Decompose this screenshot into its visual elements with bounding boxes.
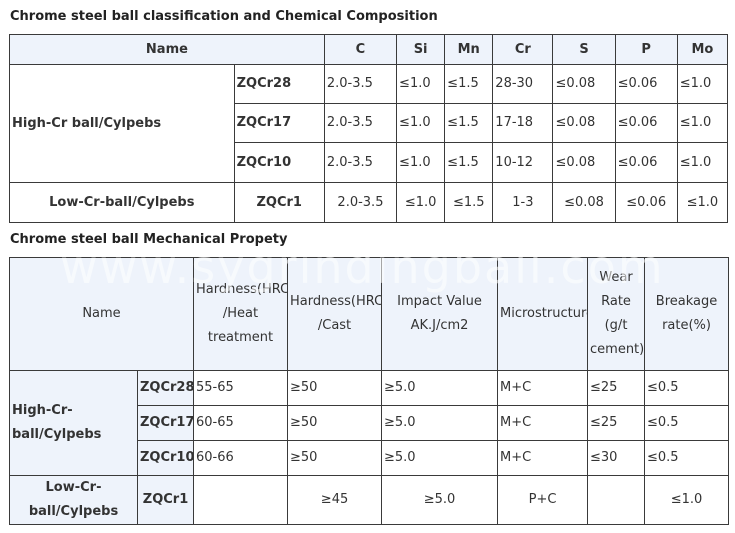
grade-cell: ZQCr1 [136,475,195,525]
table-row: ZQCr17 2.0-3.5 ≤1.0 ≤1.5 17-18 ≤0.08 ≤0.… [10,103,729,143]
value-cell: ≤25 [587,370,646,406]
value-cell [587,475,646,525]
header-name: Name [9,34,325,65]
value-cell: ≥5.0 [381,475,499,525]
value-cell: ≤1.0 [396,64,446,104]
value-cell: ≤0.06 [614,182,678,223]
value-cell: ≤0.5 [644,440,730,476]
value-cell: 10-12 [492,142,554,183]
value-cell: ≤0.06 [614,103,678,143]
group-low-cr: Low-Cr-ball/Cylpebs [9,475,138,525]
group-high-cr: High-Cr-ball/Cylpebs [9,370,138,476]
value-cell: 2.0-3.5 [323,103,398,143]
value-cell: 55-65 [193,370,289,406]
grade-cell: ZQCr1 [233,182,325,223]
value-cell: 1-3 [492,182,554,223]
value-cell: ≥5.0 [381,370,499,406]
header-s: S [552,34,616,65]
value-cell: ≤0.5 [644,370,730,406]
header-breakage-rate: Breakage rate(%) [644,257,730,371]
value-cell: M+C [497,370,589,406]
value-cell: ≥50 [287,370,383,406]
value-cell: ≤0.08 [552,64,616,104]
value-cell: ≥5.0 [381,405,499,441]
header-microstructure: Microstructure [497,257,589,371]
group-low-cr: Low-Cr-ball/Cylpebs [9,182,235,223]
value-cell: 60-66 [193,440,289,476]
table1-title: Chrome steel ball classification and Che… [10,9,438,24]
header-name: Name [8,257,195,371]
table-row: High-Cr ball/Cylpebs ZQCr28 2.0-3.5 ≤1.0… [9,64,729,183]
value-cell: ≤1.0 [644,475,730,525]
table-row: ZQCr17 60-65 ≥50 ≥5.0 M+C ≤25 ≤0.5 [10,405,730,441]
value-cell: 2.0-3.5 [323,64,398,104]
value-cell: 17-18 [492,103,554,143]
value-cell: 60-65 [193,405,289,441]
value-cell: ≤0.5 [644,405,730,441]
value-cell: 2.0-3.5 [323,142,398,183]
value-cell: ≤1.0 [676,182,729,223]
mechanical-property-table: Name Hardness(HRC) /Heat treatment Hardn… [8,257,730,525]
value-cell: ≤0.08 [552,182,616,223]
chemical-composition-table: Name C Si Mn Cr S P Mo High-Cr ball/Cylp… [9,34,729,223]
value-cell: ≤30 [587,440,646,476]
value-cell: ≤1.0 [396,182,446,223]
table-row: Low-Cr-ball/Cylpebs ZQCr1 2.0-3.5 ≤1.0 ≤… [9,182,729,223]
value-cell: ≤1.5 [444,103,494,143]
header-mo: Mo [676,34,729,65]
group-high-cr: High-Cr ball/Cylpebs [9,64,235,183]
value-cell: ≥5.0 [381,440,499,476]
header-cr: Cr [492,34,554,65]
value-cell: ≥45 [287,475,383,525]
value-cell: ≤1.5 [444,142,494,183]
value-cell: ≤0.08 [552,142,616,183]
grade-cell: ZQCr17 [233,103,325,143]
value-cell: ≤1.5 [444,182,494,223]
value-cell: ≤1.0 [396,142,446,183]
grade-cell: ZQCr17 [136,405,195,441]
value-cell: P+C [497,475,589,525]
value-cell: M+C [497,440,589,476]
table-row: ZQCr10 60-66 ≥50 ≥5.0 M+C ≤30 ≤0.5 [10,440,730,476]
header-p: P [614,34,678,65]
grade-cell: ZQCr28 [233,64,325,104]
value-cell: ≤0.06 [614,64,678,104]
table1-header-row: Name C Si Mn Cr S P Mo [9,34,729,65]
grade-cell: ZQCr10 [136,440,195,476]
value-cell [193,475,289,525]
value-cell: ≤1.0 [676,142,729,183]
grade-cell: ZQCr28 [136,370,195,406]
table-row: Low-Cr-ball/Cylpebs ZQCr1 ≥45 ≥5.0 P+C ≤… [9,475,730,525]
value-cell: ≤0.06 [614,142,678,183]
value-cell: ≤25 [587,405,646,441]
header-mn: Mn [444,34,494,65]
header-c: C [323,34,398,65]
header-hardness-heat: Hardness(HRC) /Heat treatment [193,257,289,371]
value-cell: M+C [497,405,589,441]
value-cell: ≥50 [287,440,383,476]
table-row: High-Cr-ball/Cylpebs ZQCr28 55-65 ≥50 ≥5… [9,370,730,476]
header-wear-rate: Wear Rate (g/t cement) [587,257,646,371]
table2-header-row: Name Hardness(HRC) /Heat treatment Hardn… [8,257,730,371]
value-cell: ≤1.0 [676,64,729,104]
value-cell: 28-30 [492,64,554,104]
table2-title: Chrome steel ball Mechanical Propety [10,232,288,247]
value-cell: ≤0.08 [552,103,616,143]
header-si: Si [396,34,446,65]
value-cell: ≤1.0 [396,103,446,143]
table-row: ZQCr10 2.0-3.5 ≤1.0 ≤1.5 10-12 ≤0.08 ≤0.… [10,142,729,183]
value-cell: ≥50 [287,405,383,441]
grade-cell: ZQCr10 [233,142,325,183]
header-impact-value: Impact Value AK.J/cm2 [381,257,499,371]
value-cell: ≤1.0 [676,103,729,143]
header-hardness-cast: Hardness(HRC) /Cast [287,257,383,371]
value-cell: ≤1.5 [444,64,494,104]
value-cell: 2.0-3.5 [323,182,398,223]
